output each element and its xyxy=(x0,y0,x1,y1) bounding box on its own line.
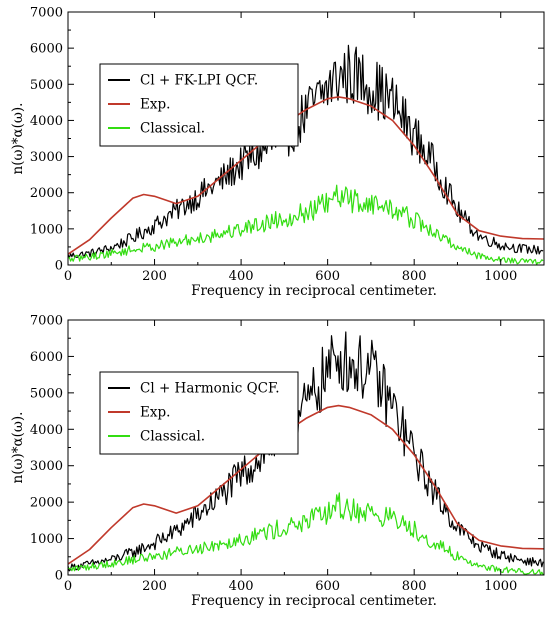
x-tick-label: 600 xyxy=(315,269,340,284)
y-tick-label: 7000 xyxy=(30,6,63,21)
chart-panel-2: 0 200 400 600 800 1000 0 1000 2000 3000 4000 5000 60… xyxy=(10,314,545,609)
series-group xyxy=(67,44,545,266)
series-line-3 xyxy=(67,492,544,575)
series-line-1 xyxy=(67,44,544,259)
x-axis-title: Frequency in reciprocal centimeter. xyxy=(191,593,437,609)
x-tick-label: 400 xyxy=(229,579,254,594)
legend-label-3: Classical. xyxy=(140,429,205,445)
x-tick-label: 0 xyxy=(64,269,72,284)
x-tick-label: 1000 xyxy=(484,579,517,594)
y-tick-label: 7000 xyxy=(30,314,63,329)
y-tick-label: 0 xyxy=(55,259,63,274)
y-tick-label: 6000 xyxy=(30,350,63,365)
series-group xyxy=(67,331,545,575)
y-tick-label: 5000 xyxy=(30,78,63,93)
y-tick-label: 4000 xyxy=(30,114,63,129)
y-tick-label: 2000 xyxy=(30,186,63,201)
y-axis-title: n(ω)*α(ω). xyxy=(10,103,26,175)
chart-panel-1: 0 200 400 600 800 1000 0 1000 2000 3000 4000 5000 60… xyxy=(10,6,545,299)
y-tick-label: 4000 xyxy=(30,423,63,438)
series-line-1 xyxy=(67,331,544,572)
x-tick-label: 200 xyxy=(142,269,167,284)
series-line-3 xyxy=(67,184,544,266)
y-axis-title: n(ω)*α(ω). xyxy=(10,412,26,484)
x-tick-label: 1000 xyxy=(484,269,517,284)
x-tick-label: 800 xyxy=(402,269,427,284)
x-axis-title: Frequency in reciprocal centimeter. xyxy=(191,283,437,299)
x-tick-label: 400 xyxy=(229,269,254,284)
y-tick-label: 1000 xyxy=(30,222,63,237)
legend: Cl + FK-LPI QCF. Exp. Classical. xyxy=(99,63,299,147)
legend-label-3: Classical. xyxy=(140,121,205,137)
legend-label-2: Exp. xyxy=(140,405,170,421)
legend-box xyxy=(99,371,299,455)
legend-label-1: Cl + Harmonic QCF. xyxy=(140,381,280,397)
y-tick-label: 2000 xyxy=(30,496,63,511)
x-tick-label: 0 xyxy=(64,579,72,594)
y-tick-label: 3000 xyxy=(30,150,63,165)
y-tick-label: 1000 xyxy=(30,532,63,547)
y-tick-label: 3000 xyxy=(30,459,63,474)
y-tick-label: 5000 xyxy=(30,386,63,401)
x-tick-label: 600 xyxy=(315,579,340,594)
series-line-2 xyxy=(67,404,545,565)
legend-label-1: Cl + FK-LPI QCF. xyxy=(140,73,258,89)
legend-label-2: Exp. xyxy=(140,97,170,113)
legend-box xyxy=(99,63,299,147)
legend: Cl + Harmonic QCF. Exp. Classical. xyxy=(99,371,299,455)
series-line-2 xyxy=(67,96,545,255)
y-tick-label: 0 xyxy=(55,569,63,584)
x-tick-label: 800 xyxy=(402,579,427,594)
x-tick-label: 200 xyxy=(142,579,167,594)
y-tick-label: 6000 xyxy=(30,42,63,57)
